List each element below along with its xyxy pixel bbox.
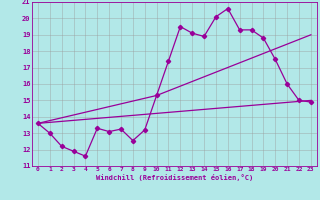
X-axis label: Windchill (Refroidissement éolien,°C): Windchill (Refroidissement éolien,°C) [96,174,253,181]
